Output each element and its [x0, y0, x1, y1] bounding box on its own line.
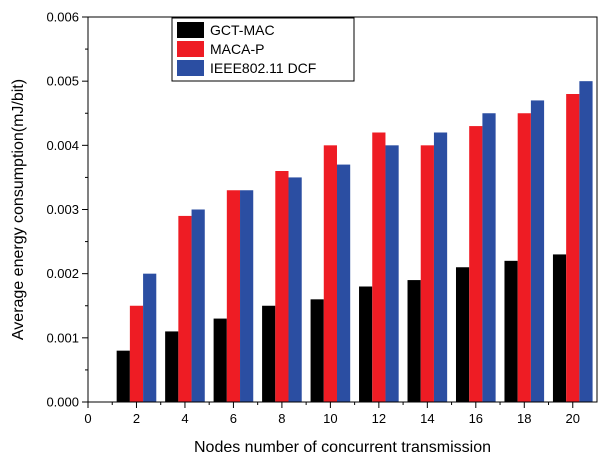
bar-gct-mac-10 [310, 299, 324, 402]
legend: GCT-MAC MACA-P IEEE802.11 DCF [171, 17, 355, 82]
bar-ieee802-11-dcf-12 [385, 145, 399, 402]
bar-maca-p-14 [420, 145, 434, 402]
bar-ieee802-11-dcf-8 [288, 177, 302, 402]
bar-gct-mac-6 [213, 318, 227, 402]
legend-label-maca-p: MACA-P [210, 41, 264, 57]
bar-maca-p-8 [275, 171, 289, 402]
bar-gct-mac-12 [359, 286, 373, 402]
bar-gct-mac-2 [116, 350, 130, 402]
bar-ieee802-11-dcf-18 [530, 100, 545, 403]
bar-ieee802-11-dcf-20 [579, 81, 593, 403]
bar-gct-mac-8 [262, 305, 276, 402]
x-tick-label: 16 [469, 411, 483, 426]
bar-maca-p-20 [566, 94, 580, 402]
bar-ieee802-11-dcf-16 [482, 113, 496, 402]
y-tick-label: 0.004 [46, 138, 79, 153]
legend-label-ieee802-11-dcf: IEEE802.11 DCF [210, 60, 316, 76]
x-tick-label: 8 [278, 411, 285, 426]
x-tick-label: 6 [230, 411, 237, 426]
bar-gct-mac-18 [504, 260, 518, 402]
y-tick-label: 0.001 [46, 330, 79, 345]
bar-ieee802-11-dcf-14 [433, 132, 448, 402]
legend-label-gct-mac: GCT-MAC [210, 22, 275, 38]
y-tick-label: 0.000 [46, 395, 79, 410]
bar-maca-p-4 [178, 215, 192, 402]
bar-gct-mac-16 [455, 267, 470, 402]
x-tick-label: 12 [372, 411, 386, 426]
x-tick-label: 2 [133, 411, 140, 426]
y-tick-label: 0.005 [46, 74, 79, 89]
x-tick-label: 0 [84, 411, 91, 426]
y-axis-title: Average energy consumption(mJ/bit) [10, 79, 27, 340]
bars-group [116, 81, 593, 403]
legend-swatch-maca-p [177, 41, 204, 57]
y-axis: 0.000 0.001 0.002 0.003 0.004 0.005 0.006 [46, 10, 88, 410]
x-axis: 0 2 4 6 8 10 12 14 16 18 20 [84, 402, 580, 426]
x-tick-label: 18 [517, 411, 531, 426]
bar-maca-p-12 [372, 132, 386, 402]
bar-maca-p-2 [129, 305, 144, 402]
bar-ieee802-11-dcf-4 [191, 209, 205, 402]
y-tick-label: 0.002 [46, 266, 79, 281]
x-tick-label: 14 [420, 411, 434, 426]
bar-maca-p-18 [517, 113, 531, 402]
x-tick-label: 10 [323, 411, 337, 426]
x-tick-label: 20 [566, 411, 580, 426]
x-axis-title: Nodes number of concurrent transmission [194, 439, 491, 456]
bar-maca-p-16 [469, 126, 483, 402]
bar-gct-mac-4 [165, 331, 179, 402]
bar-gct-mac-14 [407, 280, 421, 402]
legend-swatch-gct-mac [177, 22, 204, 38]
x-tick-label: 4 [181, 411, 188, 426]
y-tick-label: 0.006 [46, 10, 79, 25]
bar-ieee802-11-dcf-10 [336, 164, 351, 402]
bar-maca-p-6 [226, 190, 241, 402]
bar-gct-mac-20 [552, 254, 567, 402]
legend-swatch-ieee802-11-dcf [177, 60, 204, 76]
bar-maca-p-10 [323, 145, 337, 402]
bar-ieee802-11-dcf-2 [143, 273, 157, 402]
y-tick-label: 0.003 [46, 202, 79, 217]
bar-ieee802-11-dcf-6 [240, 190, 254, 402]
